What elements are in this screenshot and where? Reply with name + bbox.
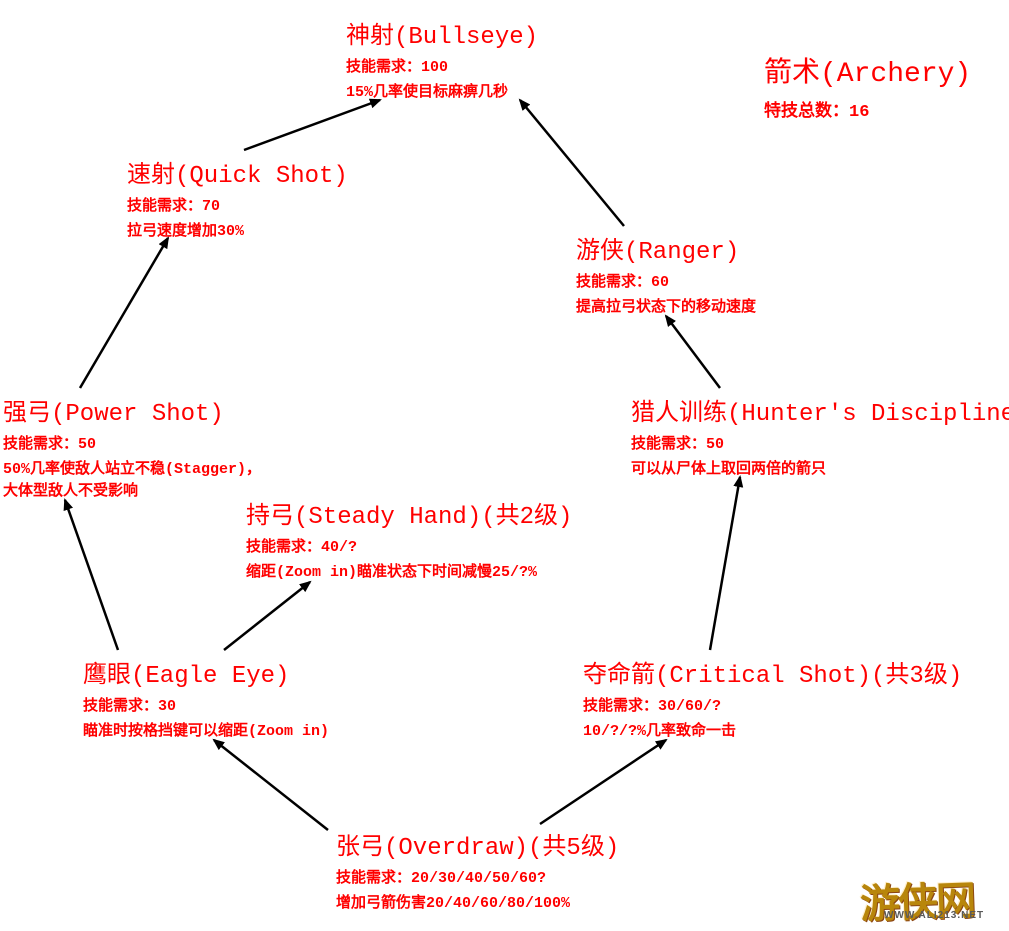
perk-node-overdraw: 张弓(Overdraw)(共5级) 技能需求：20/30/40/50/60?增加弓…: [336, 833, 619, 915]
tree-title: 箭术(Archery): [764, 50, 971, 90]
perk-description: 提高拉弓状态下的移动速度: [576, 297, 756, 320]
perk-node-hunters-discipline: 猎人训练(Hunter's Discipline) 技能需求：50可以从尸体上取回…: [631, 399, 1009, 481]
perk-requirement: 技能需求：50: [631, 434, 1009, 457]
perk-description: 增加弓箭伤害20/40/60/80/100%: [336, 893, 619, 916]
perk-node-critical-shot: 夺命箭(Critical Shot)(共3级) 技能需求：30/60/?10/?/…: [583, 661, 962, 743]
edge-critical-shot-to-hunters-discipline: [710, 477, 740, 650]
perk-requirement: 技能需求：30/60/?: [583, 696, 962, 719]
edge-ranger-to-bullseye: [520, 100, 624, 226]
perk-title: 持弓(Steady Hand)(共2级): [246, 502, 572, 533]
perk-title: 猎人训练(Hunter's Discipline): [631, 399, 1009, 430]
perk-title: 鹰眼(Eagle Eye): [83, 661, 329, 692]
perk-requirement: 技能需求：20/30/40/50/60?: [336, 868, 619, 891]
perk-title: 强弓(Power Shot): [3, 399, 261, 430]
perk-node-steady-hand: 持弓(Steady Hand)(共2级) 技能需求：40/?缩距(Zoom in)…: [246, 502, 572, 584]
perk-requirement: 技能需求：40/?: [246, 537, 572, 560]
perk-title: 游侠(Ranger): [576, 237, 756, 268]
edge-power-shot-to-quick-shot: [80, 238, 168, 388]
watermark-url: WWW.ALI213.NET: [884, 910, 984, 921]
perk-node-power-shot: 强弓(Power Shot) 技能需求：5050%几率使敌人站立不稳(Stagge…: [3, 399, 261, 504]
tree-header: 箭术(Archery) 特技总数：16: [764, 50, 971, 122]
perk-description: 拉弓速度增加30%: [127, 221, 348, 244]
perk-title: 神射(Bullseye): [346, 22, 538, 53]
edge-eagle-eye-to-power-shot: [65, 500, 118, 650]
perk-description: 50%几率使敌人站立不稳(Stagger)，大体型敌人不受影响: [3, 459, 261, 504]
edge-overdraw-to-critical-shot: [540, 740, 666, 824]
perk-node-quick-shot: 速射(Quick Shot) 技能需求：70拉弓速度增加30%: [127, 161, 348, 243]
perk-node-ranger: 游侠(Ranger) 技能需求：60提高拉弓状态下的移动速度: [576, 237, 756, 319]
perk-description: 可以从尸体上取回两倍的箭只: [631, 459, 1009, 482]
perk-node-bullseye: 神射(Bullseye) 技能需求：10015%几率使目标麻痹几秒: [346, 22, 538, 104]
perk-description: 15%几率使目标麻痹几秒: [346, 82, 538, 105]
perk-description: 瞄准时按格挡键可以缩距(Zoom in): [83, 721, 329, 744]
perk-requirement: 技能需求：60: [576, 272, 756, 295]
perk-count: 特技总数：16: [764, 96, 971, 122]
perk-description: 缩距(Zoom in)瞄准状态下时间减慢25/?%: [246, 562, 572, 585]
perk-requirement: 技能需求：100: [346, 57, 538, 80]
edge-eagle-eye-to-steady-hand: [224, 582, 310, 650]
perk-requirement: 技能需求：50: [3, 434, 261, 457]
perk-title: 速射(Quick Shot): [127, 161, 348, 192]
perk-title: 夺命箭(Critical Shot)(共3级): [583, 661, 962, 692]
perk-requirement: 技能需求：30: [83, 696, 329, 719]
perk-title: 张弓(Overdraw)(共5级): [336, 833, 619, 864]
perk-requirement: 技能需求：70: [127, 196, 348, 219]
perk-description: 10/?/?%几率致命一击: [583, 721, 962, 744]
edge-quick-shot-to-bullseye: [244, 100, 380, 150]
perk-node-eagle-eye: 鹰眼(Eagle Eye) 技能需求：30瞄准时按格挡键可以缩距(Zoom in): [83, 661, 329, 743]
edge-hunters-discipline-to-ranger: [666, 316, 720, 388]
edge-overdraw-to-eagle-eye: [214, 740, 328, 830]
